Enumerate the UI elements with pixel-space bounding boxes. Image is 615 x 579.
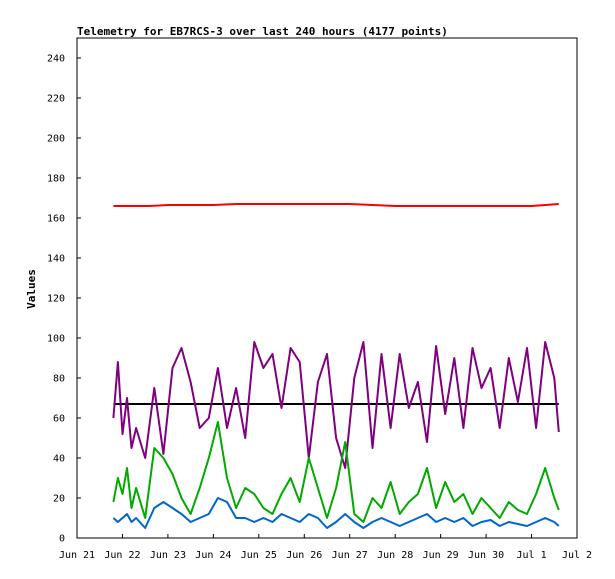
x-tick-label: Jun 29 bbox=[423, 550, 459, 561]
x-axis: Jun 21 Jun 22 Jun 23 Jun 24 Jun 25 Jun 26 Jun … bbox=[59, 534, 592, 561]
x-tick-label: Jun 25 bbox=[241, 550, 277, 561]
y-tick-label: 100 bbox=[47, 334, 65, 345]
x-tick-label: Jul 1 bbox=[516, 550, 546, 561]
y-tick-label: 200 bbox=[47, 134, 65, 145]
x-tick-label: Jun 22 bbox=[104, 550, 140, 561]
y-tick-label: 0 bbox=[59, 534, 65, 545]
y-tick-label: 120 bbox=[47, 294, 65, 305]
x-tick-label: Jun 26 bbox=[286, 550, 322, 561]
y-tick-label: 80 bbox=[53, 374, 65, 385]
y-tick-label: 40 bbox=[53, 454, 65, 465]
y-tick-label: 60 bbox=[53, 414, 65, 425]
x-tick-label: Jun 24 bbox=[195, 550, 231, 561]
y-tick-label: 160 bbox=[47, 214, 65, 225]
x-tick-label: Jun 30 bbox=[468, 550, 504, 561]
series-line-3 bbox=[112, 421, 560, 523]
x-tick-label: Jun 28 bbox=[377, 550, 413, 561]
y-tick-label: 180 bbox=[47, 174, 65, 185]
y-axis-title: Values bbox=[25, 269, 38, 309]
y-tick-label: 240 bbox=[47, 54, 65, 65]
x-tick-label: Jun 21 bbox=[59, 550, 95, 561]
y-tick-label: 140 bbox=[47, 254, 65, 265]
y-tick-label: 20 bbox=[53, 494, 65, 505]
series-line-0 bbox=[113, 203, 559, 207]
chart-title: Telemetry for EB7RCS-3 over last 240 hou… bbox=[77, 25, 448, 38]
y-axis: 0 20 40 60 80 100 120 140 160 180 200 220 240 bbox=[47, 54, 81, 545]
series-line-4 bbox=[112, 497, 560, 529]
x-tick-label: Jun 23 bbox=[150, 550, 186, 561]
y-tick-label: 220 bbox=[47, 94, 65, 105]
series-line-2 bbox=[112, 341, 560, 469]
series-layer bbox=[112, 203, 560, 529]
x-tick-label: Jul 2 bbox=[562, 550, 592, 561]
x-tick-label: Jun 27 bbox=[332, 550, 368, 561]
